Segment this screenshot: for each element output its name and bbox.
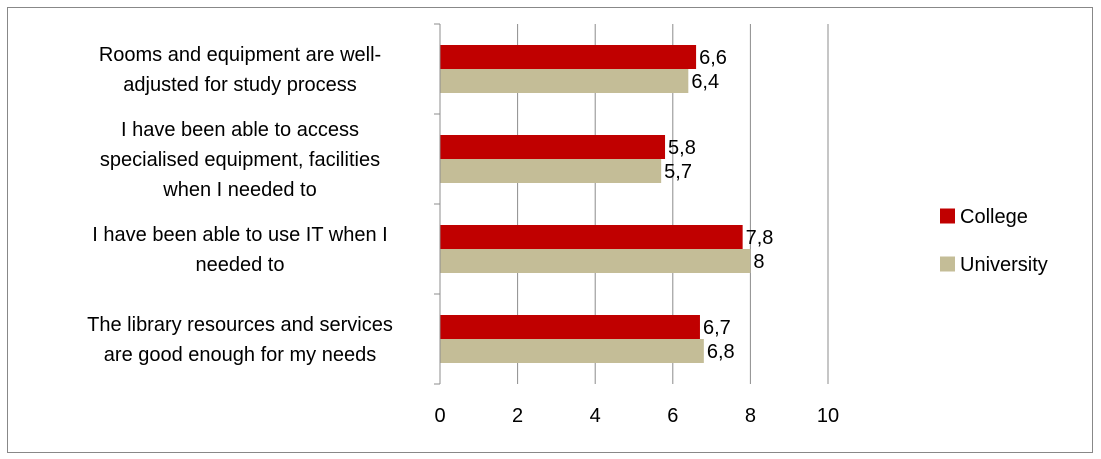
category-label: The library resources and services [87, 314, 393, 336]
data-label: 6,7 [703, 317, 731, 339]
x-tick-label: 10 [817, 405, 839, 427]
data-label: 6,6 [699, 47, 727, 69]
x-tick-label: 6 [667, 405, 678, 427]
bars: 6,66,4 5,85,7 7,88 6,76,8 [440, 45, 773, 363]
legend: College University [940, 206, 1048, 276]
legend-swatch-university [940, 256, 955, 272]
category-label: Rooms and equipment are well- [99, 44, 381, 66]
bar-college-3 [440, 315, 700, 339]
data-label: 6,4 [691, 71, 719, 93]
data-label: 7,8 [746, 227, 774, 249]
category-label: when I needed to [162, 179, 316, 201]
bar-university-0 [440, 69, 689, 93]
bar-university-1 [440, 159, 662, 183]
axes: 0 2 4 6 8 10 Rooms and equipment are well-adju… [87, 23, 839, 427]
legend-label: College [960, 206, 1028, 228]
bar-college-2 [440, 225, 743, 249]
x-tick-label: 4 [590, 405, 601, 427]
data-label: 5,7 [664, 161, 692, 183]
legend-label: University [960, 254, 1048, 276]
category-label: needed to [196, 254, 285, 276]
bar-university-3 [440, 339, 704, 363]
x-tick-label: 0 [434, 405, 445, 427]
category-label: are good enough for my needs [104, 344, 376, 366]
category-label: I have been able to access [121, 119, 359, 141]
category-label: adjusted for study process [123, 74, 356, 96]
bar-university-2 [440, 249, 751, 273]
category-label: I have been able to use IT when I [92, 224, 387, 246]
bar-college-1 [440, 135, 666, 159]
x-tick-label: 8 [745, 405, 756, 427]
category-label: specialised equipment, facilities [100, 149, 380, 171]
data-label: 5,8 [668, 137, 696, 159]
data-label: 6,8 [707, 341, 735, 363]
legend-swatch-college [940, 208, 955, 224]
bar-college-0 [440, 45, 697, 69]
data-label: 8 [753, 251, 764, 273]
x-tick-label: 2 [512, 405, 523, 427]
